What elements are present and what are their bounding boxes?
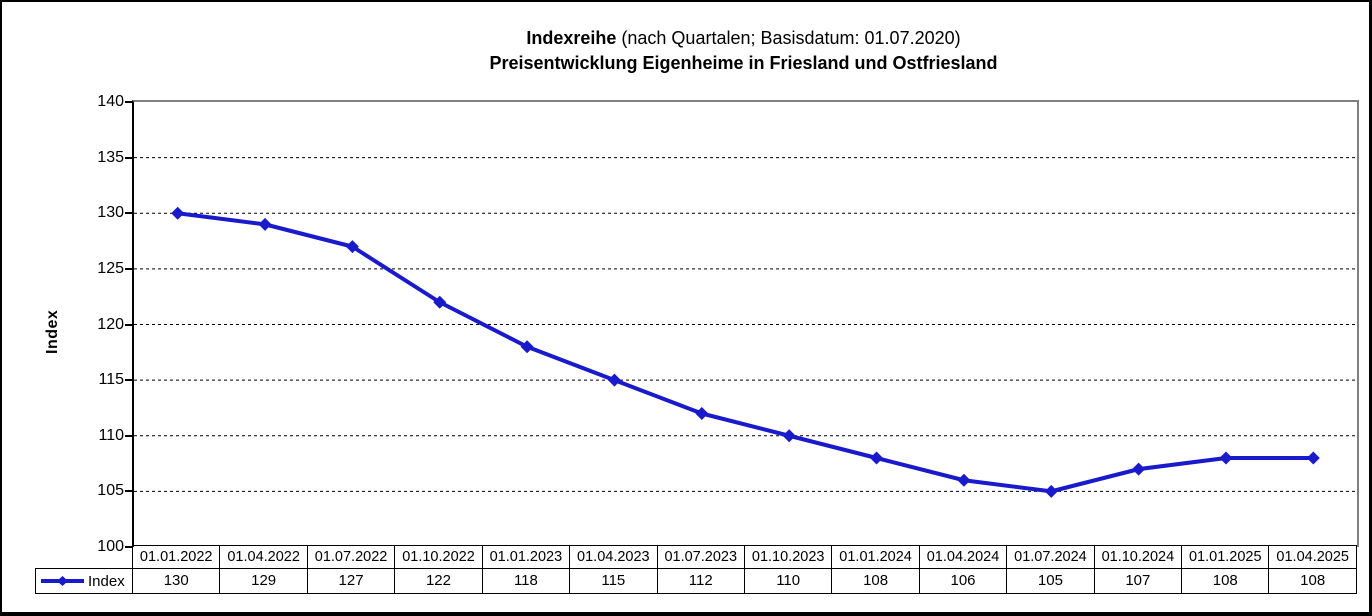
table-value-cell: 106 [920, 569, 1008, 593]
chart-title-series-name: Indexreihe [526, 28, 617, 48]
y-axis-tick-mark [125, 156, 132, 159]
x-axis-label-cell: 01.01.2022 [133, 546, 221, 568]
y-axis-tick-mark [125, 546, 132, 548]
data-point-marker [433, 295, 447, 309]
y-axis-tick-label: 120 [97, 315, 124, 333]
x-axis-label-cell: 01.10.2022 [395, 546, 483, 568]
x-axis-label-cell: 01.04.2023 [570, 546, 658, 568]
y-axis-tick-label: 100 [97, 538, 124, 555]
legend-series-marker-icon [41, 576, 84, 586]
x-axis-label-cell: 01.04.2024 [920, 546, 1008, 568]
data-point-marker [1044, 484, 1058, 498]
table-value-cell: 105 [1007, 569, 1095, 593]
y-axis-tick-mark [125, 101, 132, 103]
line-chart-svg [134, 157, 1357, 498]
data-point-marker [258, 217, 272, 231]
y-axis-tick-mark [125, 434, 132, 437]
x-axis-label-cell: 01.10.2024 [1095, 546, 1183, 568]
table-value-cell: 129 [220, 569, 308, 593]
y-axis-tick-mark [125, 490, 132, 493]
data-point-marker [870, 451, 884, 465]
x-axis-label-cell: 01.01.2024 [832, 546, 920, 568]
data-point-marker [782, 429, 796, 443]
table-value-cell: 108 [1182, 569, 1270, 593]
y-axis-tick-mark [125, 267, 132, 270]
table-value-cell: 108 [832, 569, 920, 593]
y-axis-tick-label: 115 [98, 371, 124, 389]
data-point-marker [957, 473, 971, 487]
x-axis-label-cell: 01.10.2023 [745, 546, 833, 568]
data-point-marker [171, 206, 185, 220]
x-axis-label-cell: 01.07.2024 [1007, 546, 1095, 568]
table-value-cell: 110 [745, 569, 833, 593]
data-point-marker [1132, 462, 1146, 476]
data-point-marker [607, 373, 621, 387]
table-value-cell: 127 [308, 569, 396, 593]
table-value-cell: 108 [1300, 572, 1326, 589]
plot-area [132, 100, 1359, 547]
y-axis-tick-label: 135 [97, 148, 124, 166]
y-axis-tick-mark [125, 323, 132, 326]
legend-cell: Index [35, 568, 133, 594]
data-point-marker [1306, 451, 1320, 465]
data-point-marker [345, 240, 359, 254]
x-axis-label-cell: 01.04.2025 [1276, 549, 1349, 565]
data-point-marker [520, 340, 534, 354]
index-series-line [177, 211, 1314, 494]
x-axis-label-cell: 01.01.2023 [483, 546, 571, 568]
x-axis-label-cell: 01.04.2022 [220, 546, 308, 568]
y-axis-tick-label: 105 [97, 482, 124, 500]
table-value-cell: 130 [133, 569, 221, 593]
data-point-marker [1219, 451, 1233, 465]
x-axis-label-cell: 01.07.2023 [658, 546, 745, 568]
y-axis-tick-mark [125, 379, 132, 382]
y-axis-tick-mark [125, 212, 132, 215]
chart-title-line2: Preisentwicklung Eigenheime in Friesland… [489, 53, 998, 73]
y-axis-tick-label: 110 [98, 426, 124, 444]
table-value-cell: 107 [1095, 569, 1183, 593]
data-point-marker [695, 407, 709, 420]
table-value-cell: 115 [570, 569, 658, 593]
series-value-row: 130 129 127 122 118 115 112 110 108 106 105 107 108 1… [132, 568, 1357, 594]
legend-series-label: Index [88, 572, 125, 590]
y-axis-tick-label: 125 [97, 259, 124, 277]
x-axis-label-cell: 01.01.2025 [1182, 546, 1270, 568]
table-value-cell: 118 [483, 569, 571, 593]
x-axis-date-row: 01.01.2022 01.04.2022 01.07.2022 01.10.2022… [132, 545, 1357, 569]
chart-title: Indexreihe (nach Quartalen; Basisdatum: … [132, 28, 1355, 49]
table-value-cell: 122 [395, 569, 483, 593]
table-value-cell: 112 [658, 569, 745, 593]
y-axis-tick-label: 140 [97, 93, 124, 110]
y-axis-tick-label: 130 [97, 204, 124, 222]
chart-title-subtitle: (nach Quartalen; Basisdatum: 01.07.2020) [616, 28, 961, 48]
x-axis-label-cell: 01.07.2022 [308, 546, 396, 568]
legend-diamond-marker [57, 576, 68, 586]
